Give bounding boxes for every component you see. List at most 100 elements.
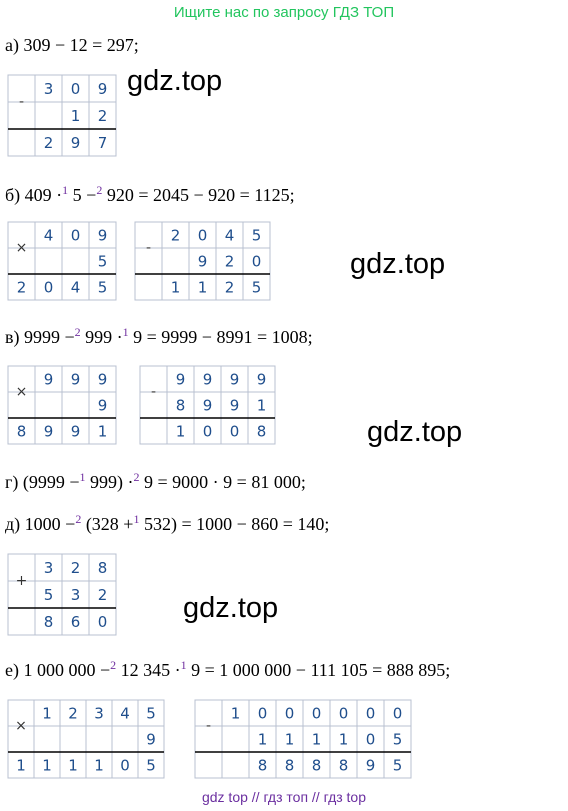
expression: 12 345 ·	[116, 660, 181, 680]
watermark: gdz.top	[127, 65, 222, 97]
column-calculation: 9 9 9 98 9 9 11 0 0 8-	[139, 365, 276, 445]
digit: 5	[146, 757, 156, 775]
footer: gdz top // гдз топ // гдз top	[202, 789, 366, 805]
digit: 1	[68, 757, 78, 775]
header: Ищите нас по запросу ГДЗ ТОП	[174, 4, 394, 21]
digit: 0	[285, 705, 295, 723]
digit: 1	[312, 731, 322, 749]
digit: 5	[98, 279, 108, 297]
column-calculation: 1 0 0 0 0 0 01 1 1 1 0 58 8 8 8 9 5-	[194, 699, 412, 779]
digit: 8	[176, 397, 186, 415]
digit: 1	[231, 705, 241, 723]
order-number: 1	[133, 512, 139, 526]
digit: 5	[98, 253, 108, 271]
digit: 5	[393, 731, 403, 749]
expression: г) (9999 −	[5, 472, 80, 493]
digit: 9	[98, 371, 108, 389]
problem-line: б) 409 ·1 5 −2 920 = 2045 − 920 = 1125;	[5, 183, 295, 206]
digit: 8	[257, 423, 267, 441]
digit: 9	[44, 371, 54, 389]
cell	[134, 273, 163, 301]
digit: 0	[258, 705, 268, 723]
digit: 9	[257, 371, 267, 389]
order-number: 1	[123, 325, 129, 339]
order-number: 2	[110, 658, 116, 672]
digit: 2	[44, 134, 54, 152]
order-number: 1	[62, 183, 68, 197]
digit: 5	[252, 279, 262, 297]
cell	[61, 391, 90, 419]
digit: 9	[98, 227, 108, 245]
operator: +	[16, 573, 28, 589]
digit: 8	[98, 559, 108, 577]
digit: 9	[203, 397, 213, 415]
digit: 4	[71, 279, 81, 297]
cell	[34, 101, 63, 130]
digit: 9	[230, 371, 240, 389]
digit: 5	[146, 705, 156, 723]
expression: б) 409 ·	[5, 185, 62, 206]
expression: 999) ·	[86, 472, 134, 493]
digit: 4	[120, 705, 130, 723]
column-calculation: 2 0 4 59 2 01 1 2 5-	[134, 221, 271, 301]
cell	[139, 417, 168, 445]
digit: 9	[230, 397, 240, 415]
digit: 4	[44, 227, 54, 245]
order-number: 1	[181, 658, 187, 672]
digit: 0	[98, 613, 108, 631]
digit: 0	[198, 227, 208, 245]
order-number: 2	[96, 183, 102, 197]
problem-line: а) 309 − 12 = 297;	[5, 35, 139, 56]
digit: 1	[42, 757, 52, 775]
digit: 2	[171, 227, 181, 245]
operator: -	[19, 94, 24, 110]
digit: 9	[146, 731, 156, 749]
expression: е) 1 000 000 −	[5, 660, 110, 681]
digit: 8	[258, 757, 268, 775]
expression: 9 = 9000 · 9 = 81 000;	[140, 472, 306, 492]
digit: 1	[98, 423, 108, 441]
operator: ×	[16, 384, 28, 400]
column-calculation: 9 9 998 9 9 1×	[7, 365, 117, 445]
digit: 0	[366, 705, 376, 723]
digit: 8	[312, 757, 322, 775]
order-number: 2	[134, 470, 140, 484]
digit: 9	[366, 757, 376, 775]
expression: 9 = 9999 − 8991 = 1008;	[129, 327, 313, 347]
digit: 1	[71, 107, 81, 125]
expression: 920 = 2045 − 920 = 1125;	[102, 185, 294, 205]
cell	[61, 247, 90, 275]
digit: 1	[171, 279, 181, 297]
order-number: 2	[75, 325, 81, 339]
expression: а) 309 − 12 = 297;	[5, 35, 139, 56]
column-calculation: 4 0 952 0 4 5×	[7, 221, 117, 301]
watermark: gdz.top	[350, 248, 445, 280]
operator: ×	[15, 718, 27, 734]
digit: 2	[225, 253, 235, 271]
order-number: 2	[75, 512, 81, 526]
column-calculation: 3 0 91 22 9 7-	[7, 74, 117, 157]
cell	[33, 725, 61, 753]
digit: 8	[285, 757, 295, 775]
cell	[7, 607, 36, 636]
digit: 0	[203, 423, 213, 441]
cell	[85, 725, 113, 753]
digit: 9	[71, 134, 81, 152]
digit: 1	[257, 397, 267, 415]
expression: 532) = 1000 − 860 = 140;	[139, 514, 329, 535]
problem-line: в) 9999 −2 999 ·1 9 = 9999 − 8991 = 1008…	[5, 325, 313, 348]
digit: 3	[94, 705, 104, 723]
digit: 9	[71, 371, 81, 389]
cell	[59, 725, 87, 753]
expression: 5 −	[68, 185, 96, 205]
digit: 1	[16, 757, 26, 775]
cell	[161, 247, 190, 275]
digit: 3	[71, 586, 81, 604]
operator: -	[146, 240, 151, 256]
problem-line: г) (9999 −1 999) ·2 9 = 9000 · 9 = 81 00…	[5, 470, 306, 493]
digit: 1	[339, 731, 349, 749]
digit: 2	[68, 705, 78, 723]
digit: 8	[44, 613, 54, 631]
digit: 4	[225, 227, 235, 245]
digit: 0	[44, 279, 54, 297]
